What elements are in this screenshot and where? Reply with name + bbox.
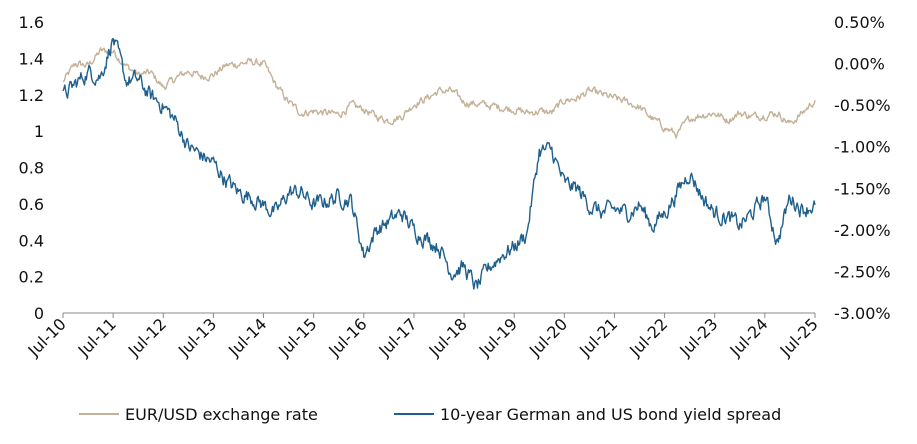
y-right-tick-label: -1.50% xyxy=(834,179,891,198)
series-line-eurusd xyxy=(62,47,816,139)
y-right-tick-label: -2.00% xyxy=(834,221,891,240)
x-axis: Jul-10 Jul-11 Jul-12 Jul-13 Jul-14 Jul-15 Jul-… xyxy=(24,313,822,361)
y-right-tick-label: -3.00% xyxy=(834,304,891,323)
y-left-tick-label: 1.4 xyxy=(19,49,44,68)
y-left-tick-label: 1.6 xyxy=(19,13,44,32)
x-tick-label: Jul-15 xyxy=(274,314,320,360)
legend-entry: EUR/USD exchange rate xyxy=(125,405,318,424)
y-left-tick-label: 0 xyxy=(34,304,44,323)
x-tick-label: Jul-23 xyxy=(675,314,721,360)
y-right-tick-label: 0.50% xyxy=(834,13,885,32)
series-line-yield-spread xyxy=(62,37,816,290)
y-axis-left: 0 0.2 0.4 0.6 0.8 1 1.2 1.4 1.6 xyxy=(19,13,44,323)
x-tick-label: Jul-18 xyxy=(425,314,471,360)
x-tick-label: Jul-25 xyxy=(776,314,822,360)
y-left-tick-label: 0.6 xyxy=(19,195,44,214)
y-left-tick-label: 0.2 xyxy=(19,268,44,287)
y-right-tick-label: -0.50% xyxy=(834,96,891,115)
x-tick-label: Jul-20 xyxy=(525,314,571,360)
x-tick-label: Jul-16 xyxy=(324,314,370,360)
x-tick-label: Jul-22 xyxy=(625,314,671,360)
x-tick-label: Jul-21 xyxy=(575,314,621,360)
series-layer xyxy=(62,37,816,290)
y-left-tick-label: 1.2 xyxy=(19,86,44,105)
y-left-tick-label: 1 xyxy=(34,122,44,141)
legend: EUR/USD exchange rate 10-year German and … xyxy=(79,405,781,424)
y-right-tick-label: -1.00% xyxy=(834,138,891,157)
y-left-tick-label: 0.4 xyxy=(19,231,44,250)
x-tick-label: Jul-11 xyxy=(74,314,120,360)
x-tick-label: Jul-13 xyxy=(174,314,220,360)
x-tick-label: Jul-10 xyxy=(24,314,70,360)
y-right-tick-label: 0.00% xyxy=(834,55,885,74)
y-axis-right: -3.00% -2.50% -2.00% -1.50% -1.00% -0.50% 0.00… xyxy=(834,13,891,323)
x-tick-label: Jul-12 xyxy=(124,314,170,360)
x-tick-label: Jul-24 xyxy=(725,314,771,360)
legend-entry: 10-year German and US bond yield spread xyxy=(440,405,781,424)
y-right-tick-label: -2.50% xyxy=(834,262,891,281)
x-tick-label: Jul-19 xyxy=(475,314,521,360)
y-left-tick-label: 0.8 xyxy=(19,159,44,178)
x-tick-label: Jul-17 xyxy=(374,314,420,360)
x-tick-label: Jul-14 xyxy=(224,314,270,360)
